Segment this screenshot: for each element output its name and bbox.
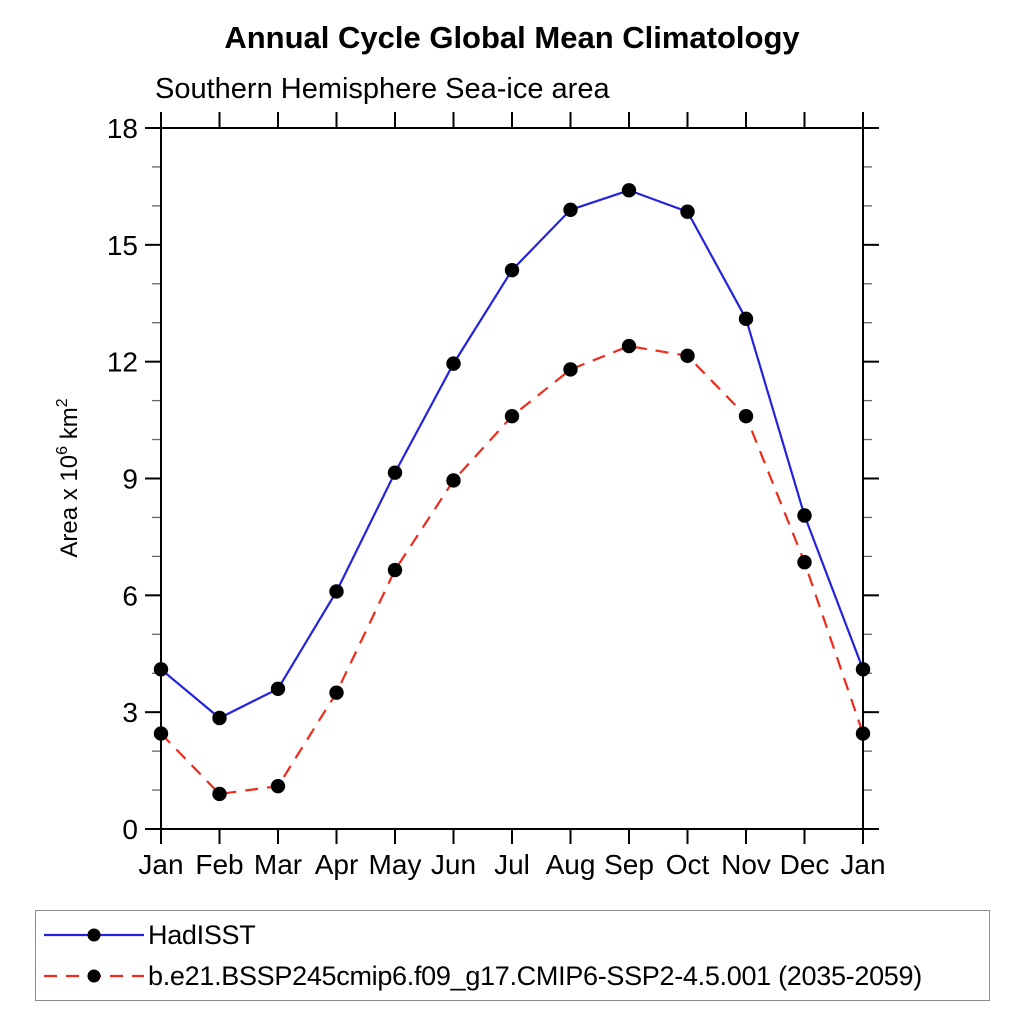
series-hadisst <box>153 183 871 726</box>
x-tick-label: Jan <box>840 849 885 880</box>
data-point-marker <box>329 685 344 700</box>
y-axis-title: Area x 106 km2 <box>54 398 83 557</box>
data-point-marker <box>504 408 520 424</box>
y-tick-label: 9 <box>122 464 138 495</box>
data-point-marker <box>387 562 403 578</box>
x-tick-label: Nov <box>721 849 771 880</box>
data-point-marker <box>446 473 461 488</box>
data-point-marker <box>680 204 695 219</box>
y-tick-label: 12 <box>107 347 138 378</box>
legend-label-hadisst: HadISST <box>148 919 256 950</box>
data-point-marker <box>563 202 578 217</box>
x-tick-label: Jun <box>431 849 476 880</box>
data-point-marker <box>855 726 871 741</box>
series-model <box>153 338 871 802</box>
data-point-marker <box>738 311 754 327</box>
data-point-marker <box>212 786 227 802</box>
data-point-marker <box>153 662 169 677</box>
x-tick-label: Jan <box>138 849 183 880</box>
y-axis-labels: 0 3 6 9 12 15 18 <box>107 113 138 845</box>
x-tick-label: Feb <box>195 849 243 880</box>
data-point-marker <box>387 465 403 480</box>
y-tick-label: 6 <box>122 580 138 611</box>
chart-title: Annual Cycle Global Mean Climatology <box>224 20 800 55</box>
data-point-marker <box>797 508 812 523</box>
y-tick-label: 15 <box>107 230 138 261</box>
data-point-marker <box>446 356 461 371</box>
data-point-marker <box>797 555 812 570</box>
x-tick-label: Aug <box>546 849 596 880</box>
x-tick-label: Oct <box>666 849 710 880</box>
data-point-marker <box>738 408 754 424</box>
data-point-marker <box>563 362 578 377</box>
data-point-marker <box>270 681 286 696</box>
legend: HadISST b.e21.BSSP245cmip6.f09_g17.CMIP6… <box>35 910 990 1001</box>
y-tick-label: 3 <box>122 697 138 728</box>
y-axis-ticks <box>145 127 879 830</box>
legend-line-sample-solid <box>44 928 144 942</box>
x-axis-ticks: Jan Feb Mar Apr May Jun Jul Aug Sep Oct Nov Dec Jan <box>138 112 886 880</box>
legend-sample-marker <box>87 969 101 983</box>
data-point-marker <box>270 778 286 794</box>
legend-label-model: b.e21.BSSP245cmip6.f09_g17.CMIP6-SSP2-4.… <box>148 960 922 991</box>
legend-item-model: b.e21.BSSP245cmip6.f09_g17.CMIP6-SSP2-4.… <box>40 956 989 997</box>
x-tick-label: Apr <box>315 849 359 880</box>
data-point-marker <box>621 338 637 354</box>
legend-item-hadisst: HadISST <box>40 915 989 956</box>
x-tick-label: Sep <box>604 849 654 880</box>
x-tick-label: May <box>369 849 422 880</box>
data-point-marker <box>504 262 520 278</box>
y-tick-label: 18 <box>107 113 138 144</box>
data-point-marker <box>680 348 695 364</box>
x-tick-label: Mar <box>254 849 302 880</box>
plot-frame <box>160 127 864 830</box>
data-point-marker <box>212 710 227 726</box>
data-point-marker <box>153 726 169 741</box>
data-point-marker <box>621 183 637 198</box>
x-tick-label: Dec <box>780 849 830 880</box>
x-tick-label: Jul <box>494 849 530 880</box>
data-point-marker <box>855 662 871 677</box>
data-point-marker <box>329 584 344 599</box>
y-tick-label: 0 <box>122 814 138 845</box>
legend-sample-marker <box>87 928 101 942</box>
legend-line-sample-dashed <box>44 969 144 983</box>
chart-subtitle: Southern Hemisphere Sea-ice area <box>155 73 610 105</box>
